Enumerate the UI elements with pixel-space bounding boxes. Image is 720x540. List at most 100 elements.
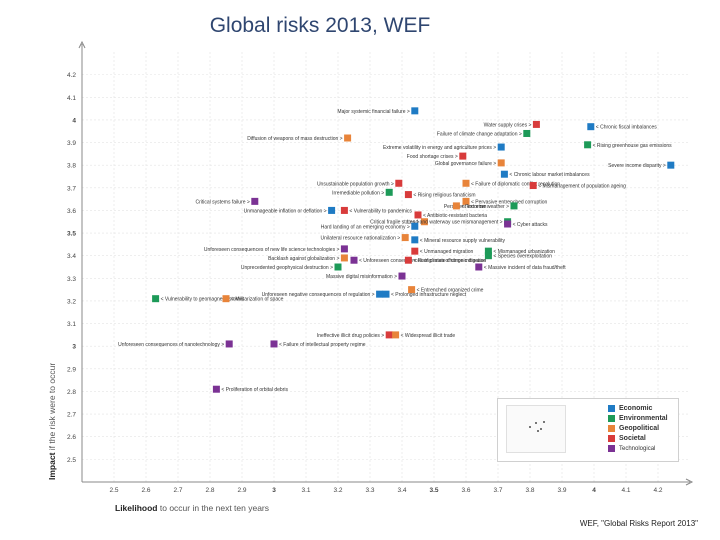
- risk-point[interactable]: < Mismanagement of population ageing: [529, 182, 626, 190]
- risk-label: Failure of climate change adaptation >: [437, 131, 522, 137]
- y-tick-label: 2.6: [67, 434, 76, 441]
- legend-item-environmental: Environmental: [608, 414, 668, 424]
- risk-point[interactable]: Failure of climate change adaptation >: [437, 129, 531, 138]
- x-tick-label: 3.8: [525, 487, 534, 494]
- risk-point[interactable]: < Chronic fiscal imbalances: [587, 123, 657, 131]
- x-tick-label: 4: [592, 487, 596, 494]
- risk-label: < Terrorism: [461, 204, 486, 210]
- risk-marker: [462, 197, 470, 205]
- risk-label: Backlash against globalization >: [268, 256, 339, 262]
- y-tick-label: 4: [72, 117, 76, 124]
- risk-point[interactable]: Unprecedented geophysical destruction >: [241, 263, 342, 272]
- risk-point[interactable]: Diffusion of weapons of mass destruction…: [247, 134, 352, 143]
- risk-point[interactable]: Critical systems failure >: [195, 197, 259, 206]
- risk-label: < Vulnerability to geomagnetic storms: [161, 297, 245, 303]
- risk-marker: [529, 182, 537, 190]
- legend-item-geopolitical: Geopolitical: [608, 424, 668, 434]
- risk-point[interactable]: Massive digital misinformation >: [326, 272, 406, 281]
- risk-point[interactable]: Backlash against globalization >: [268, 254, 348, 262]
- risk-point[interactable]: < Species overexploitation: [484, 252, 552, 260]
- x-tick-label: 4.1: [621, 487, 630, 494]
- risk-point[interactable]: < Failure of intellectual property regim…: [270, 340, 366, 348]
- y-tick-label: 3.2: [67, 298, 76, 305]
- risk-point[interactable]: < Chronic labour market imbalances: [500, 170, 590, 179]
- risk-point[interactable]: < Unmanaged migration: [411, 247, 474, 256]
- risk-marker: [408, 286, 416, 294]
- legend-label: Environmental: [619, 415, 668, 422]
- risk-point[interactable]: Water supply crises >: [484, 120, 540, 129]
- risk-point[interactable]: Critical fragile states >: [370, 218, 428, 226]
- risk-point[interactable]: Ineffective illicit drug policies >: [317, 331, 393, 339]
- risk-point[interactable]: Global governance failure >: [435, 159, 505, 167]
- x-tick-label: 3.2: [333, 487, 342, 494]
- risk-point[interactable]: < Rising greenhouse gas emissions: [584, 141, 672, 149]
- risk-label: < Cyber attacks: [513, 222, 548, 228]
- risk-label: < Mismanaged urbanization: [493, 249, 555, 255]
- x-tick-label: 2.9: [237, 487, 246, 494]
- y-tick-label: 3.4: [67, 253, 76, 260]
- x-tick-label: 3.9: [557, 487, 566, 494]
- risk-marker: [340, 245, 348, 253]
- risk-point[interactable]: Persistent extreme weather >: [444, 202, 518, 210]
- x-tick-label: 3.1: [301, 487, 310, 494]
- y-tick-label: 3.7: [67, 185, 76, 192]
- risk-label: Extreme volatility in energy and agricul…: [383, 145, 496, 151]
- risk-point[interactable]: < Proliferation of orbital debris: [212, 385, 289, 394]
- risk-point[interactable]: < Massive incident of data fraud/theft: [475, 263, 566, 272]
- risk-point[interactable]: < Rising religious fanaticism: [404, 191, 476, 199]
- risk-label: Irremediable pollution >: [332, 190, 384, 196]
- risk-marker: [251, 197, 259, 205]
- risk-point[interactable]: Hard landing of an emerging economy >: [321, 222, 419, 231]
- risk-point[interactable]: < Rising rates of chronic disease: [404, 256, 486, 265]
- risk-marker: [587, 123, 595, 131]
- risk-label: < Rising greenhouse gas emissions: [593, 143, 673, 149]
- risk-marker: [385, 188, 393, 196]
- y-tick-label: 4.2: [67, 72, 76, 79]
- risk-label: < Widespread illicit trade: [401, 333, 456, 339]
- risk-point[interactable]: Food shortage crises >: [407, 152, 467, 161]
- risk-point[interactable]: Unsustainable population growth >: [317, 179, 403, 188]
- risk-marker: [225, 340, 233, 348]
- x-axis-label: Likelihood to occur in the next ten year…: [115, 503, 269, 513]
- y-tick-label: 2.8: [67, 389, 76, 396]
- y-tick-label: 3.3: [67, 276, 76, 283]
- y-tick-label: 3.5: [67, 231, 76, 238]
- legend-swatch: [608, 434, 615, 442]
- risk-point[interactable]: < Antibiotic-resistant bacteria: [414, 211, 488, 219]
- risk-marker: [584, 141, 592, 149]
- risk-point[interactable]: Severe income disparity >: [608, 161, 675, 170]
- risk-point[interactable]: Unmanageable inflation or deflation >: [244, 206, 336, 215]
- risk-point[interactable]: < Vulnerability to pandemics: [340, 206, 412, 215]
- risk-label: < Rising religious fanaticism: [413, 193, 475, 199]
- risk-point[interactable]: < Widespread illicit trade: [392, 331, 455, 339]
- risk-point[interactable]: < Vulnerability to geomagnetic storms: [152, 295, 244, 303]
- risk-label: < Failure of intellectual property regim…: [279, 342, 366, 348]
- y-axis-arrow: [78, 40, 86, 49]
- risk-point[interactable]: < Mineral resource supply vulnerability: [411, 236, 505, 244]
- risk-point[interactable]: Extreme volatility in energy and agricul…: [383, 143, 505, 152]
- risk-point[interactable]: < Mismanaged urbanization: [484, 247, 555, 256]
- risk-point[interactable]: < Pervasive entrenched corruption: [462, 197, 548, 206]
- risk-point[interactable]: Major systemic financial failure >: [337, 107, 419, 115]
- risk-point[interactable]: < Failure of diplomatic conflict resolut…: [462, 179, 561, 188]
- data-points: Major systemic financial failure > Water …: [118, 107, 675, 394]
- risk-point[interactable]: < Terrorism: [452, 202, 487, 210]
- legend-label: Geopolitical: [619, 425, 660, 432]
- risk-point[interactable]: Unforeseen consequences of new life scie…: [204, 245, 348, 253]
- risk-marker: [212, 385, 220, 393]
- risk-point[interactable]: Land and waterway use mismanagement >: [407, 218, 512, 226]
- risk-marker: [475, 263, 483, 271]
- risk-point[interactable]: Unilateral resource nationalization >: [321, 234, 409, 242]
- risk-point[interactable]: < Unforeseen consequences of climate cha…: [350, 256, 487, 265]
- risk-label: Food shortage crises >: [407, 154, 458, 160]
- risk-point[interactable]: Irremediable pollution >: [332, 188, 393, 197]
- legend: Economic Environmental Geopolitical Societa…: [497, 398, 679, 462]
- risk-point[interactable]: < Prolonged infrastructure neglect: [382, 290, 467, 299]
- risk-point[interactable]: Unforeseen consequences of nanotechnolog…: [118, 340, 233, 348]
- risk-point[interactable]: < Entrenched organized crime: [408, 286, 484, 294]
- legend-swatch: [608, 414, 615, 422]
- risk-point[interactable]: < Militarization of space: [222, 295, 284, 303]
- risk-label: Water supply crises >: [484, 122, 532, 128]
- risk-point[interactable]: < Cyber attacks: [504, 220, 548, 229]
- risk-point[interactable]: Unforeseen negative consequences of regu…: [262, 290, 384, 299]
